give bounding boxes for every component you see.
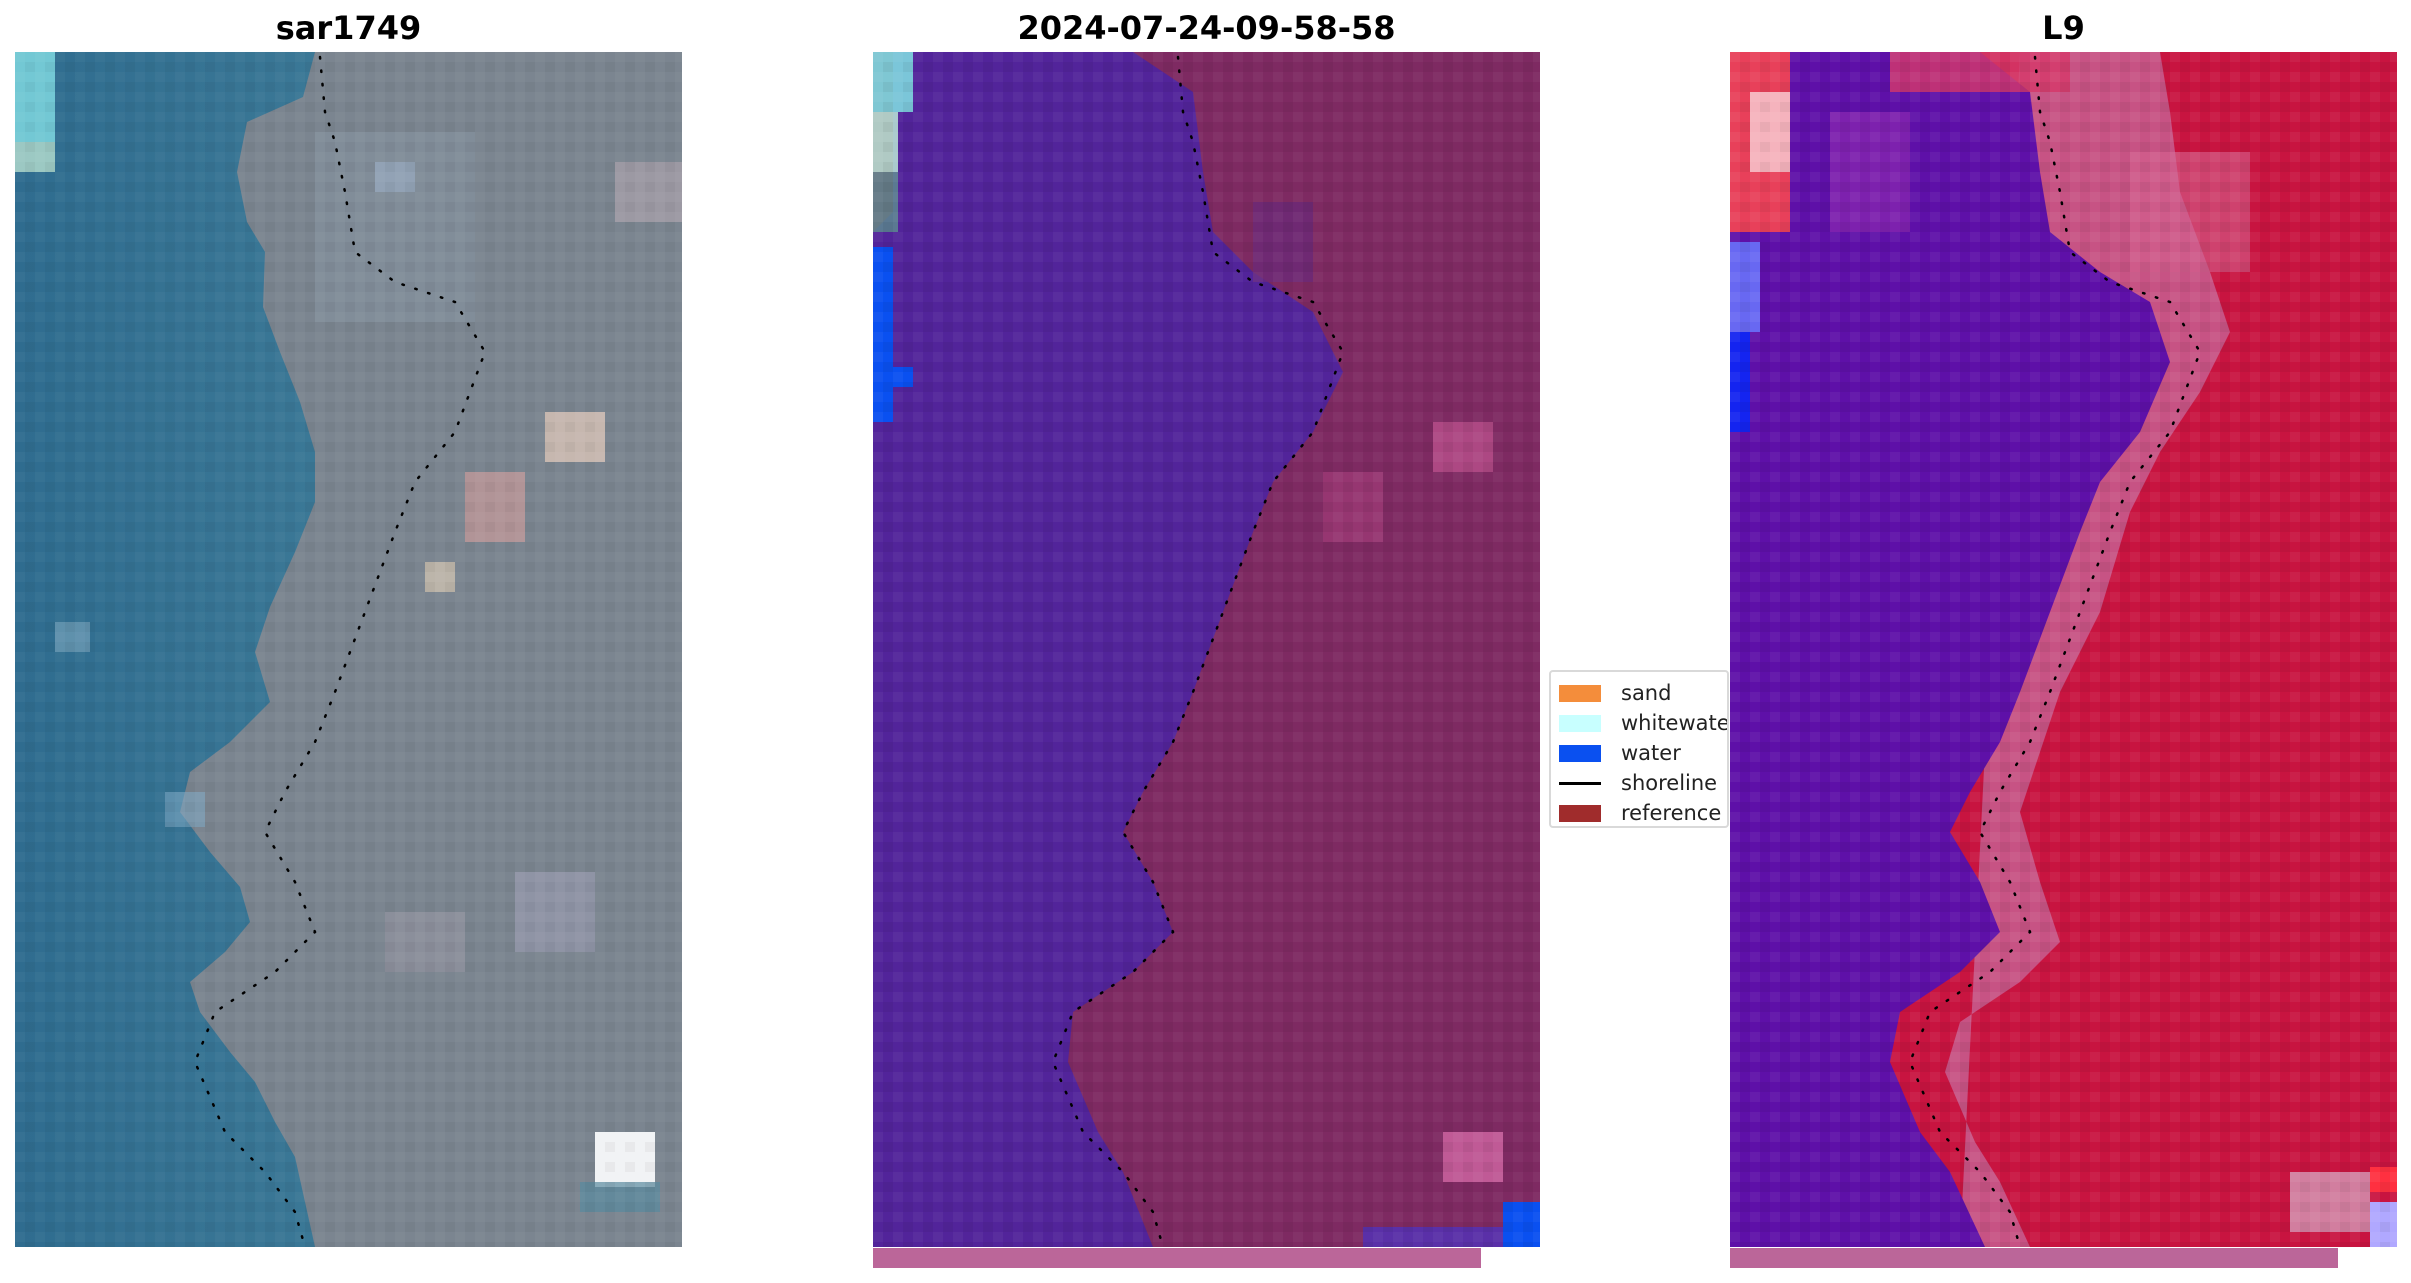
legend-item-whitewater: whitewater [1559,710,1729,736]
legend-item-reference: reference s [1559,800,1729,826]
shoreline [1051,55,1345,1247]
nir-false-colour-image [1730,52,2397,1247]
legend-item-sand: sand [1559,680,1671,706]
legend-label: water [1621,741,1681,765]
legend-swatch-sand [1559,684,1601,702]
legend-label: reference s [1621,801,1729,825]
legend-swatch-water [1559,744,1601,762]
classified-image [873,52,1540,1247]
bottom-bar [873,1248,1481,1268]
legend-swatch-reference [1559,804,1601,822]
bottom-bar [1730,1248,2338,1268]
legend-item-water: water [1559,740,1681,766]
legend-label: whitewater [1621,711,1729,735]
legend-label: sand [1621,681,1672,705]
panel-title-nir: L9 [2042,9,2085,47]
legend-label: shoreline [1621,771,1718,795]
panel-title-classified: 2024-07-24-09-58-58 [1017,9,1396,47]
rgb-satellite-image [15,52,682,1247]
legend-swatch-whitewater [1559,714,1601,732]
legend: sand whitewater water shoreline referenc… [1549,670,1729,828]
shoreline [193,55,487,1247]
legend-item-shoreline: shoreline [1559,770,1717,796]
panel-title-rgb: sar1749 [275,9,422,47]
shoreline [1908,55,2202,1247]
legend-line-shoreline [1559,781,1601,785]
